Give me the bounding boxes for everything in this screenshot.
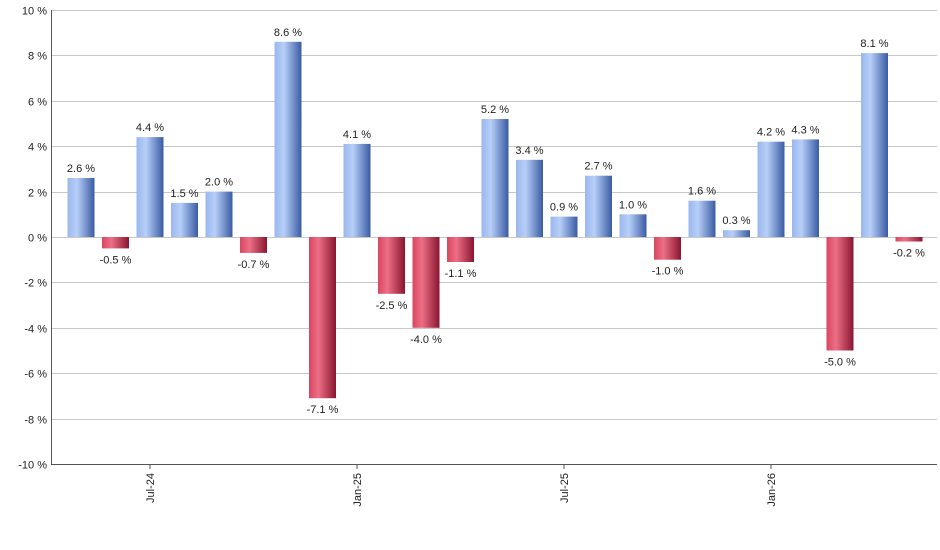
y-tick-label: 0 % — [28, 233, 47, 245]
bar-value-label: -1.1 % — [445, 268, 477, 280]
bar-value-label: 4.4 % — [136, 122, 164, 134]
bar-positive — [481, 119, 509, 237]
y-tick-label: 8 % — [28, 51, 47, 63]
x-tick-label: Jan-25 — [352, 473, 364, 507]
bar-value-label: -2.5 % — [376, 300, 408, 312]
gridlines — [51, 10, 937, 465]
bar-value-label: -4.0 % — [410, 334, 442, 346]
bar-positive — [136, 137, 164, 237]
bar-negative — [102, 237, 129, 249]
bar-positive — [861, 53, 888, 237]
y-tick-label: 10 % — [22, 6, 47, 18]
bar-positive — [274, 41, 302, 237]
y-tick-label: -6 % — [24, 369, 47, 381]
bar-value-label: 0.3 % — [722, 215, 750, 227]
bar-value-label: 8.1 % — [860, 38, 888, 50]
bar-value-label: 3.4 % — [515, 145, 543, 157]
bar-value-label: 4.2 % — [757, 127, 785, 139]
data-labels: 2.6 % -0.5 % 4.4 % 1.5 % 2.0 % -0.7 % 8.6 % -7.… — [67, 27, 925, 416]
bar-value-label: 1.5 % — [170, 188, 198, 200]
bar-negative — [309, 237, 336, 399]
bar-positive — [585, 175, 612, 237]
y-tick-label: -4 % — [24, 324, 47, 336]
y-tick-label: 2 % — [28, 188, 47, 200]
bar-positive — [792, 139, 819, 237]
y-tick-label: -10 % — [18, 460, 47, 472]
bar-value-label: -7.1 % — [307, 404, 339, 416]
bar-value-label: -0.7 % — [238, 259, 270, 271]
bar-positive — [205, 191, 233, 237]
bar-negative — [378, 237, 405, 294]
bar-negative — [826, 237, 854, 351]
bar-value-label: 0.9 % — [550, 202, 578, 214]
bar-positive — [757, 141, 785, 237]
bar-positive — [343, 143, 371, 237]
bar-negative — [895, 237, 923, 242]
bar-positive — [619, 214, 647, 237]
y-tick-label: -2 % — [24, 278, 47, 290]
bar-negative — [240, 237, 267, 253]
bar-value-label: -5.0 % — [824, 357, 856, 369]
y-tick-label: 4 % — [28, 142, 47, 154]
bar-positive — [550, 216, 578, 237]
x-tick-label: Jan-26 — [766, 473, 778, 507]
y-tick-label: 6 % — [28, 97, 47, 109]
bar-value-label: 2.7 % — [584, 161, 612, 173]
bar-negative — [412, 237, 440, 328]
bars — [67, 41, 923, 399]
bar-value-label: 2.6 % — [67, 163, 95, 175]
bar-positive — [723, 230, 750, 237]
bar-positive — [67, 178, 95, 237]
bar-value-label: 8.6 % — [274, 27, 302, 39]
x-tick-label: Jul-24 — [145, 473, 157, 503]
bar-value-label: 1.6 % — [688, 186, 716, 198]
y-tick-label: -8 % — [24, 415, 47, 427]
x-tick-label: Jul-25 — [559, 473, 571, 503]
bar-positive — [516, 159, 543, 237]
bar-value-label: 1.0 % — [619, 199, 647, 211]
bar-value-label: 2.0 % — [205, 177, 233, 189]
bar-value-label: -1.0 % — [652, 266, 684, 278]
bar-value-label: -0.2 % — [893, 248, 925, 260]
bar-positive — [688, 200, 716, 237]
axes: 10 % 8 % 6 % 4 % 2 % 0 % -2 % -4 % -6 % -8 % -10 %… — [18, 6, 937, 507]
bar-value-label: 4.1 % — [343, 129, 371, 141]
bar-positive — [171, 202, 198, 237]
bar-value-label: 4.3 % — [791, 124, 819, 136]
bar-value-label: -0.5 % — [100, 254, 132, 266]
bar-value-label: 5.2 % — [481, 104, 509, 116]
bar-negative — [447, 237, 474, 262]
bar-negative — [654, 237, 681, 260]
